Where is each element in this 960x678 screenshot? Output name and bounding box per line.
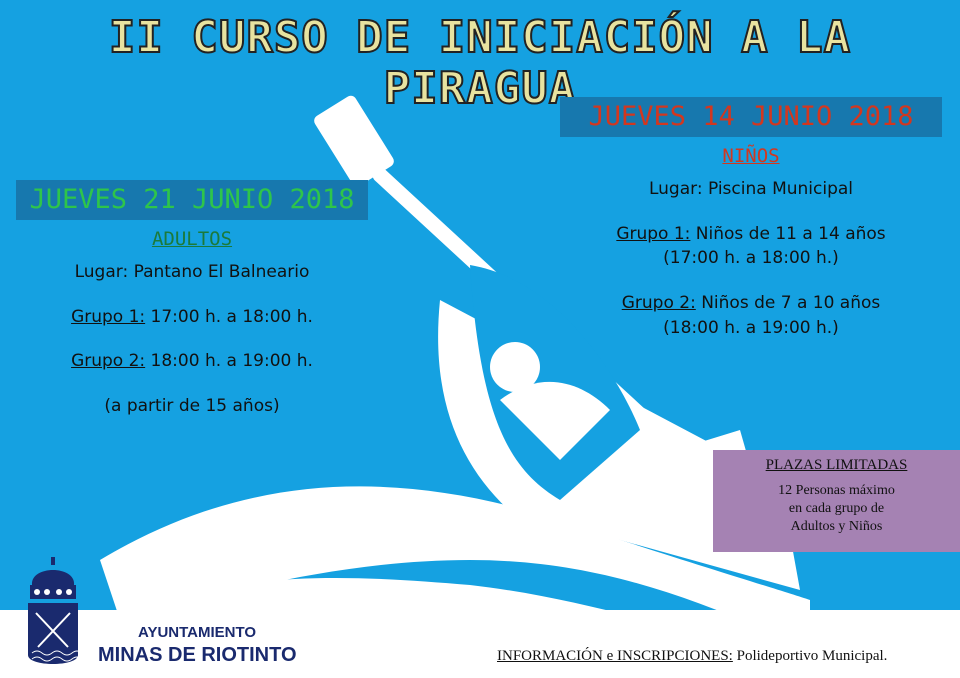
ninos-place: Lugar: Piscina Municipal: [648, 179, 854, 199]
group2-label: Grupo 2:: [71, 351, 146, 372]
info-value: Polideportivo Municipal.: [736, 648, 888, 664]
adultos-details: Lugar: Pantano El Balneario Grupo 1: 17:…: [16, 260, 368, 419]
group1-label: Grupo 1:: [616, 223, 691, 244]
plazas-heading: PLAZAS LIMITADAS: [765, 457, 908, 473]
info-line: INFORMACIÓN e INSCRIPCIONES: Polideporti…: [497, 648, 887, 665]
group2-label: Grupo 2:: [621, 292, 696, 313]
poster-title: II CURSO DE INICIACIÓN A LA PIRAGUA: [108, 11, 852, 115]
adultos-date: JUEVES 21 JUNIO 2018: [16, 180, 368, 220]
group1-label: Grupo 1:: [71, 306, 146, 327]
plazas-line1: 12 Personas máximo: [778, 483, 895, 498]
adultos-note: (a partir de 15 años): [104, 395, 280, 416]
group2-desc: Niños de 7 a 10 años: [701, 292, 881, 313]
plazas-text: 12 Personas máximo en cada grupo de Adul…: [713, 482, 960, 537]
adultos-category: ADULTOS: [151, 228, 233, 250]
ninos-group1-time: (17:00 h. a 18:00 h.): [663, 248, 839, 269]
plazas-line2: en cada grupo de: [788, 501, 885, 517]
adultos-place: Lugar: Pantano El Balneario: [74, 262, 310, 282]
ninos-group1: Grupo 1: Niños de 11 a 14 años: [560, 222, 942, 247]
adultos-group2: Grupo 2: 18:00 h. a 19:00 h.: [16, 349, 368, 374]
group1-desc: Niños de 11 a 14 años: [695, 223, 886, 244]
info-label: INFORMACIÓN e INSCRIPCIONES:: [497, 648, 733, 664]
logo-line1: AYUNTAMIENTO: [138, 624, 257, 641]
adultos-group1: Grupo 1: 17:00 h. a 18:00 h.: [16, 305, 368, 330]
ninos-group2-time: (18:00 h. a 19:00 h.): [663, 317, 839, 338]
logo-line2: MINAS DE RIOTINTO: [98, 644, 297, 666]
ninos-details: Lugar: Piscina Municipal Grupo 1: Niños …: [560, 177, 942, 340]
head-shape: [490, 342, 540, 392]
group1-time: 17:00 h. a 18:00 h.: [150, 306, 313, 327]
ninos-date: JUEVES 14 JUNIO 2018: [560, 97, 942, 137]
group2-time: 18:00 h. a 19:00 h.: [150, 351, 313, 372]
ninos-category: NIÑOS: [722, 145, 780, 167]
plazas-box: PLAZAS LIMITADAS 12 Personas máximo en c…: [713, 450, 960, 552]
plazas-line3: Adultos y Niños: [790, 519, 883, 535]
coat-of-arms-logo: [28, 557, 83, 664]
ninos-group2: Grupo 2: Niños de 7 a 10 años: [560, 291, 942, 316]
